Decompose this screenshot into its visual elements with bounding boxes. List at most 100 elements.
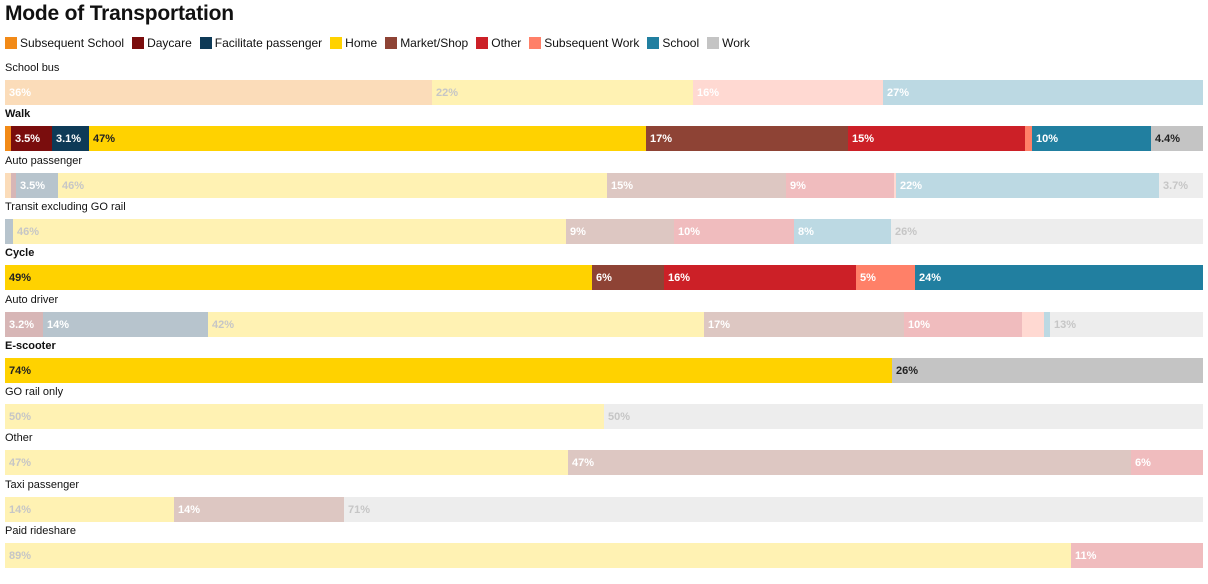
bar-segment-home bbox=[208, 311, 704, 337]
bar-segment-other bbox=[664, 265, 856, 291]
bar-data-label: 22% bbox=[900, 179, 923, 192]
bar-row: 74% 26% bbox=[5, 357, 1203, 383]
legend-item-subsequent-work: Subsequent Work bbox=[529, 36, 639, 50]
bar-segment-subsequent-work bbox=[894, 172, 896, 198]
bar-data-label: 4.4% bbox=[1155, 133, 1181, 146]
legend-swatch bbox=[529, 37, 542, 49]
bar-data-label: 16% bbox=[697, 87, 720, 99]
bar-data-label: 8% bbox=[798, 225, 814, 238]
bar-data-label: 3.1% bbox=[56, 133, 82, 146]
bar-segment-home bbox=[432, 80, 693, 105]
legend-item-work: Work bbox=[707, 36, 750, 50]
row-label: Auto driver bbox=[5, 293, 59, 306]
bar-segment-market-shop bbox=[174, 496, 344, 522]
bar-segment-facilitate-passenger bbox=[52, 126, 89, 152]
legend-swatch bbox=[647, 37, 660, 49]
bar-segment-facilitate-passenger bbox=[5, 218, 13, 244]
bar-segment-school bbox=[896, 172, 1159, 198]
legend-label: School bbox=[662, 36, 700, 50]
bar-segment-home bbox=[5, 543, 1071, 568]
legend-item-subsequent-school: Subsequent School bbox=[5, 36, 124, 50]
bar-segment-school bbox=[1032, 126, 1151, 152]
legend-item-facilitate-passenger: Facilitate passenger bbox=[199, 36, 322, 50]
legend-label: Daycare bbox=[147, 36, 192, 50]
bar-row: 46% 9% 10% 8% 26% bbox=[5, 218, 1203, 244]
bar-segment-work bbox=[891, 218, 1203, 244]
legend-swatch bbox=[385, 37, 398, 49]
bar-segment-subsequent-work bbox=[1022, 311, 1044, 337]
legend-label: Home bbox=[345, 36, 378, 50]
chart-legend: Subsequent School Daycare Facilitate passe… bbox=[5, 36, 758, 50]
bar-segment-daycare bbox=[11, 172, 16, 198]
bar-data-label: 10% bbox=[1036, 133, 1059, 146]
bar-segment-other bbox=[674, 218, 794, 244]
bar-data-label: 36% bbox=[9, 87, 32, 99]
bar-data-label: 50% bbox=[608, 411, 631, 424]
legend-swatch bbox=[707, 37, 720, 49]
bar-segment-home bbox=[13, 218, 566, 244]
legend-label: Work bbox=[722, 36, 750, 50]
bar-data-label: 17% bbox=[708, 318, 731, 331]
legend-item-daycare: Daycare bbox=[132, 36, 192, 50]
bar-data-label: 47% bbox=[93, 133, 116, 146]
bar-data-label: 49% bbox=[9, 272, 32, 285]
bar-data-label: 6% bbox=[596, 272, 612, 285]
bar-segment-school bbox=[915, 265, 1203, 291]
bar-data-label: 6% bbox=[1135, 457, 1151, 470]
bar-segment-market-shop bbox=[592, 265, 664, 291]
bar-data-label: 3.7% bbox=[1163, 179, 1189, 192]
bar-data-label: 46% bbox=[62, 179, 85, 192]
bar-data-label: 47% bbox=[9, 457, 32, 470]
bar-data-label: 10% bbox=[908, 318, 931, 331]
legend-item-other: Other bbox=[476, 36, 521, 50]
bar-segment-home bbox=[5, 496, 174, 522]
bar-row: 89% 11% bbox=[5, 543, 1203, 568]
bar-segment-home bbox=[5, 265, 592, 291]
legend-swatch bbox=[330, 37, 343, 49]
bar-data-label: 15% bbox=[852, 133, 875, 146]
bar-data-label: 5% bbox=[860, 272, 876, 285]
bar-data-label: 42% bbox=[212, 318, 235, 331]
bar-data-label: 3.2% bbox=[9, 318, 35, 331]
bar-data-label: 71% bbox=[348, 503, 371, 516]
bar-segment-facilitate-passenger bbox=[16, 172, 58, 198]
bar-segment-school bbox=[1044, 311, 1050, 337]
legend-swatch bbox=[132, 37, 145, 49]
legend-swatch bbox=[476, 37, 489, 49]
bar-data-label: 47% bbox=[572, 457, 595, 470]
bar-row: 50% 50% bbox=[5, 404, 1203, 430]
row-label: School bus bbox=[5, 62, 60, 74]
bar-data-label: 24% bbox=[919, 272, 942, 285]
bar-data-label: 13% bbox=[1054, 318, 1077, 331]
bar-segment-other bbox=[1071, 543, 1203, 568]
bar-segment-other bbox=[848, 126, 1025, 152]
bar-segment-home bbox=[89, 126, 646, 152]
bar-segment-subsequent-school bbox=[5, 172, 11, 198]
bar-segment-other bbox=[786, 172, 894, 198]
bar-data-label: 14% bbox=[9, 503, 32, 516]
bar-row: 3.5% 46% 15% 9% 22% 3.7% bbox=[5, 172, 1203, 198]
bar-data-label: 11% bbox=[1075, 550, 1097, 562]
bar-row: 47% 47% 6% bbox=[5, 450, 1203, 476]
bar-segment-market-shop bbox=[646, 126, 848, 152]
bar-segment-other bbox=[904, 311, 1022, 337]
bar-segment-work bbox=[1159, 172, 1203, 198]
bar-segment-school bbox=[883, 80, 1203, 105]
legend-item-school: School bbox=[647, 36, 699, 50]
row-label: E-scooter bbox=[5, 339, 56, 352]
bar-segment-subsequent-school bbox=[5, 126, 11, 152]
bar-row: 3.5% 3.1% 47% 17% 15% 10% 4.4% bbox=[5, 126, 1203, 152]
legend-swatch bbox=[5, 37, 17, 49]
row-label: Cycle bbox=[5, 247, 35, 260]
bar-data-label: 10% bbox=[678, 225, 701, 238]
bar-segment-work bbox=[892, 357, 1203, 383]
bar-row: 49% 6% 16% 5% 24% bbox=[5, 265, 1203, 291]
bar-data-label: 46% bbox=[17, 225, 40, 238]
bar-segment-home bbox=[5, 404, 604, 430]
bar-data-label: 26% bbox=[896, 364, 919, 377]
bar-segment-home bbox=[58, 172, 607, 198]
bar-data-label: 15% bbox=[611, 179, 634, 192]
row-label: Auto passenger bbox=[5, 154, 83, 167]
bar-segment-subsequent-work bbox=[693, 80, 883, 105]
